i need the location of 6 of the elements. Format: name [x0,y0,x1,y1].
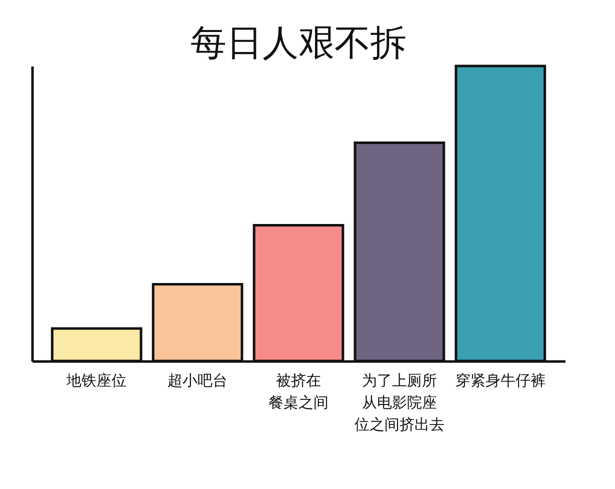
x-tick-label: 为了上厕所从电影院座位之间挤出去 [354,372,444,434]
x-tick-label: 地铁座位 [66,372,127,390]
x-tick-label: 超小吧台 [168,372,228,390]
chart-title: 每日人艰不拆 [190,22,406,64]
x-tick-label: 穿紧身牛仔裤 [455,372,546,390]
x-tick-label: 被挤在餐桌之间 [268,372,328,412]
